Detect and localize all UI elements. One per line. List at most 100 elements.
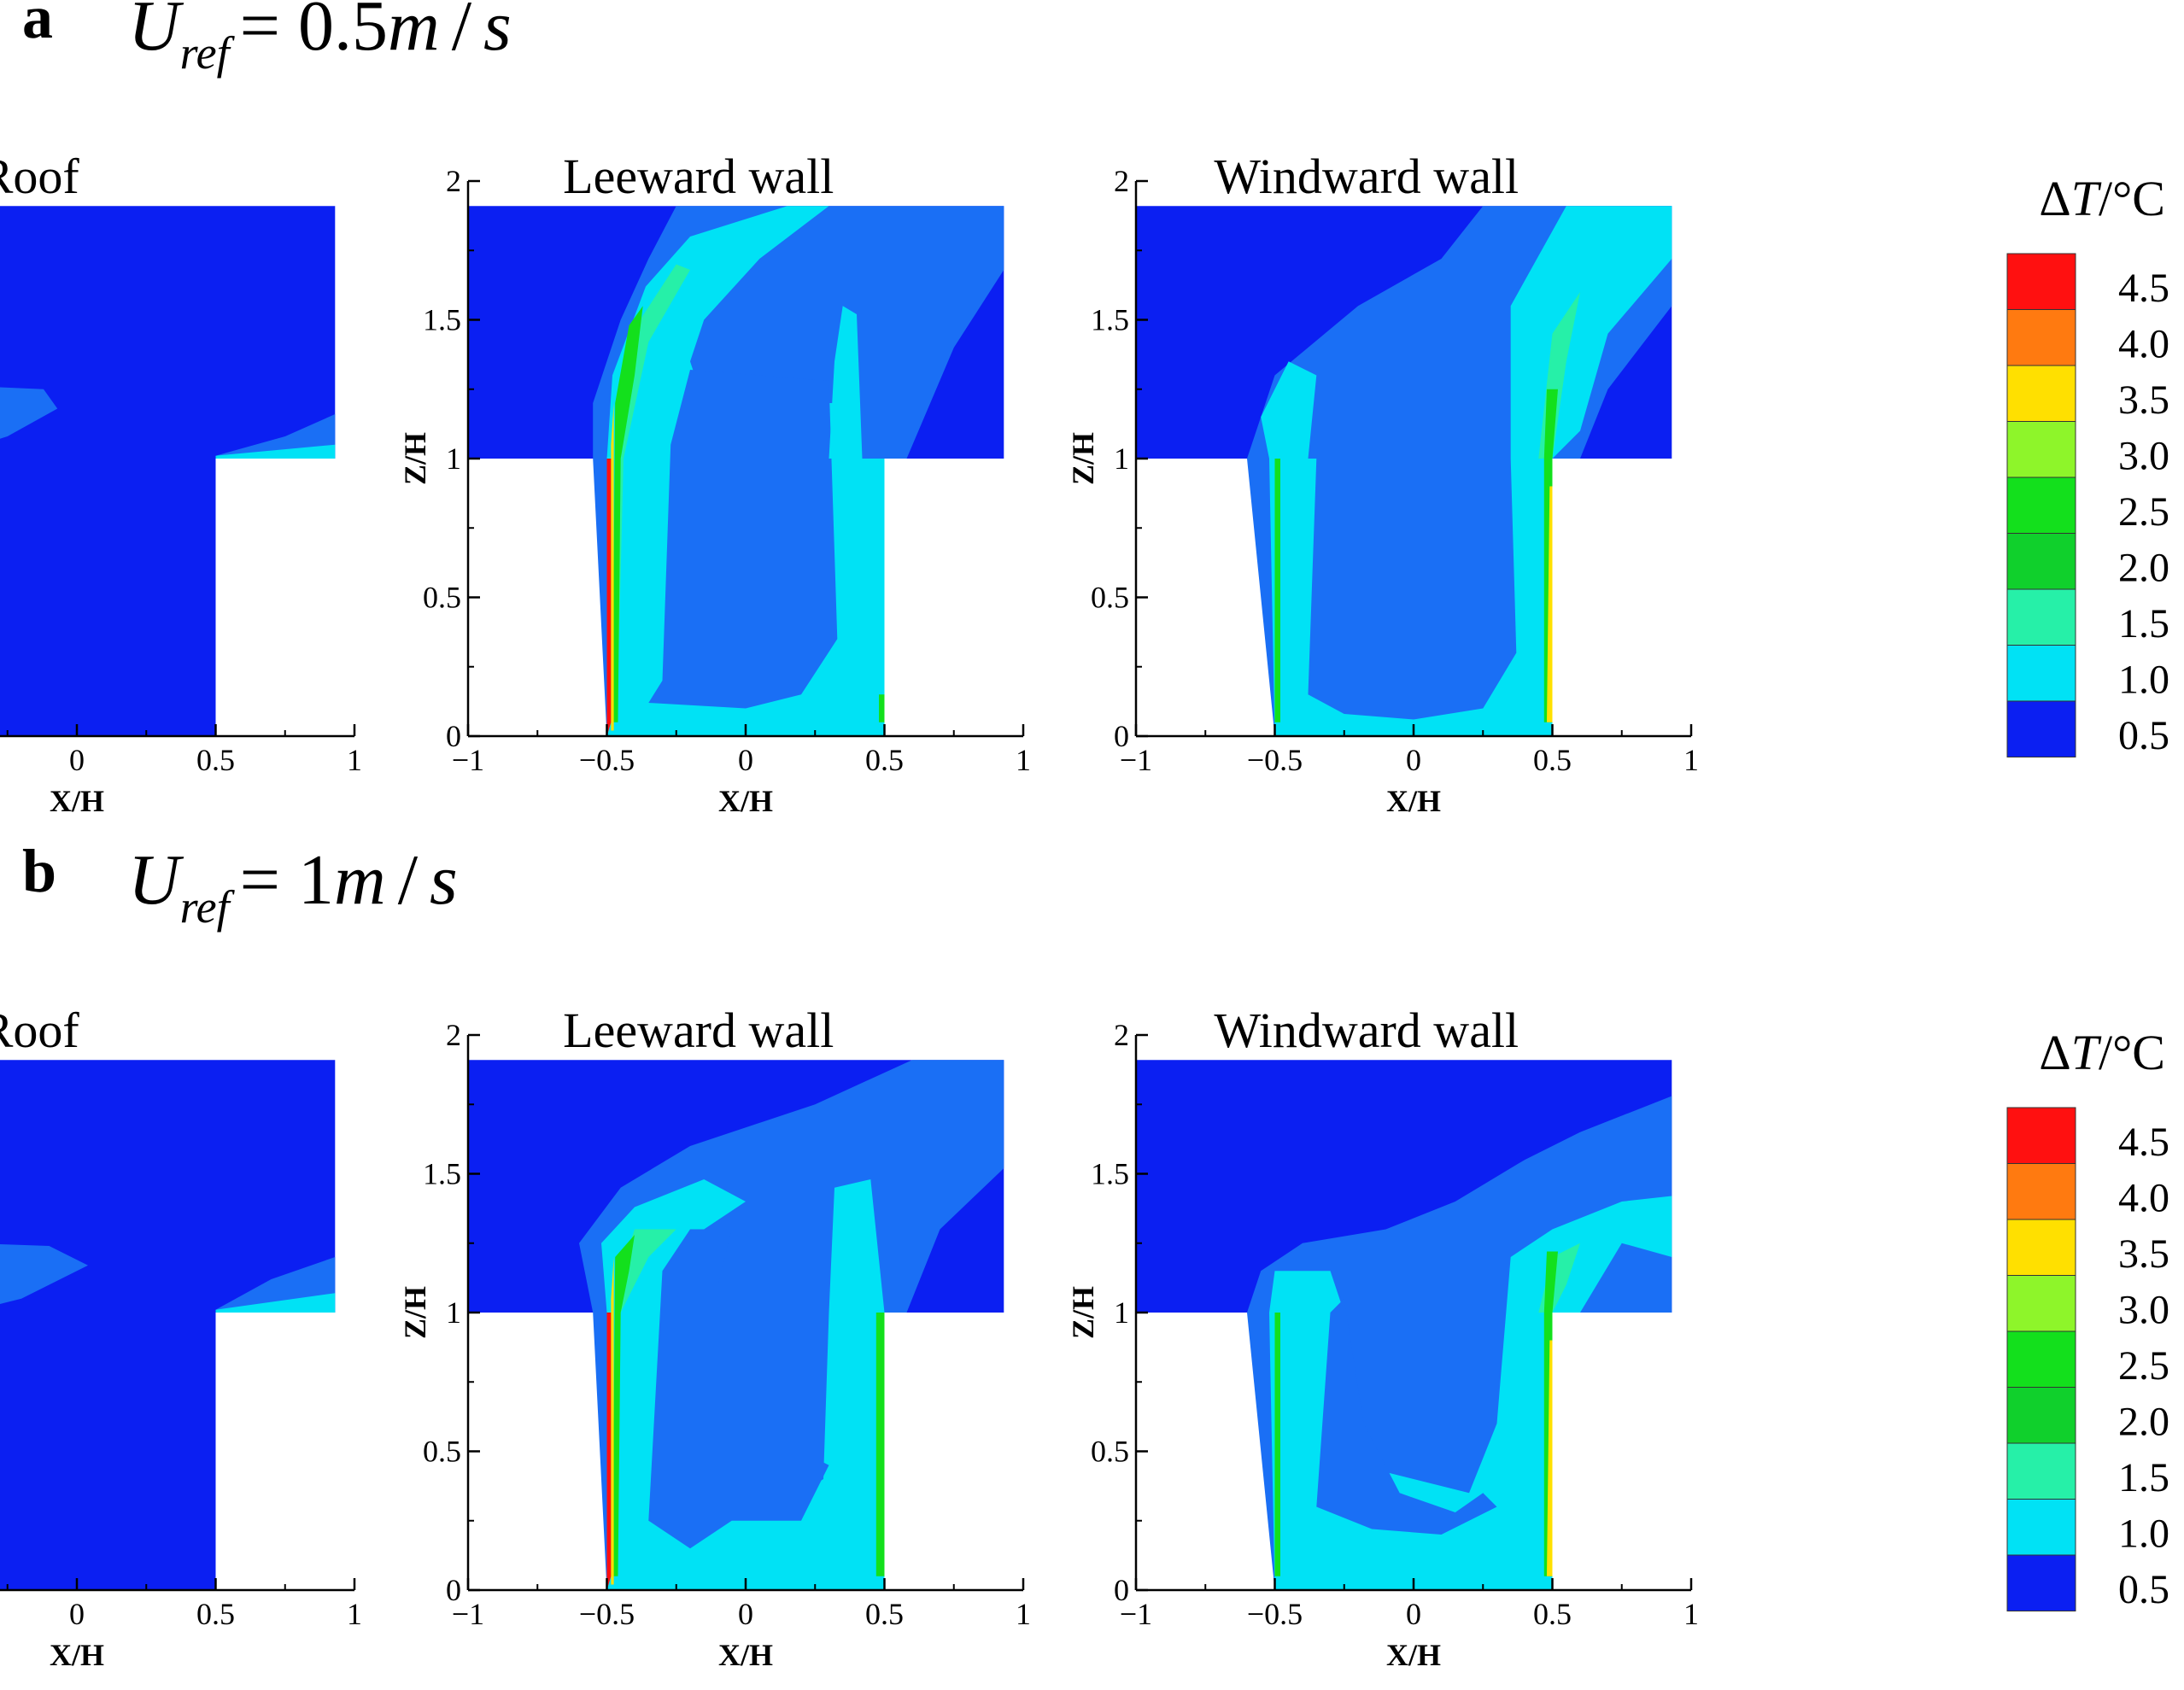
x-axis-label: X/H: [50, 784, 104, 818]
colorbar-label: 0.5: [2118, 713, 2169, 758]
x-tick-label: −0.5: [579, 1597, 635, 1631]
contour-region-yellow: [1547, 486, 1553, 722]
colorbar-band: [2006, 533, 2076, 590]
x-tick-label: 0: [738, 1597, 753, 1631]
colorbar-label: 3.0: [2118, 434, 2169, 479]
contour-region-green: [612, 1235, 635, 1576]
colorbar-band: [2006, 253, 2076, 310]
contour-region-green: [612, 306, 643, 722]
y-tick-label: 1: [1114, 442, 1129, 476]
colorbar-band: [2006, 1387, 2076, 1444]
x-tick-label: 0: [69, 743, 85, 777]
colorbar-label: 1.0: [2118, 1512, 2169, 1557]
y-tick-label: 2: [446, 164, 461, 198]
colorbar-band: [2006, 1442, 2076, 1500]
velocity-formula: Uref = 0.5m / s: [128, 0, 512, 79]
panel-title: Windward wall: [1214, 1003, 1519, 1058]
contour-region-blue2: [1308, 459, 1517, 720]
colorbar-band: [2006, 365, 2076, 422]
panel-title: Leeward wall: [563, 149, 834, 204]
colorbar-label: 3.5: [2118, 377, 2169, 423]
colorbar-title: ΔT/°C: [2039, 171, 2165, 226]
y-tick-label: 1.5: [1091, 303, 1129, 337]
x-tick-label: 0: [738, 743, 753, 777]
x-axis-label: X/H: [1386, 1638, 1441, 1672]
x-tick-label: 1: [347, 743, 362, 777]
contour-region-blue2: [648, 1229, 829, 1549]
y-axis-label: Z/H: [1066, 432, 1100, 485]
colorbar-label: 3.0: [2118, 1288, 2169, 1333]
colorbar-label: 1.5: [2118, 1455, 2169, 1500]
x-tick-label: 0.5: [1533, 743, 1572, 777]
colorbar-label: 2.0: [2118, 1400, 2169, 1445]
x-tick-label: 1: [1016, 743, 1031, 777]
row-heading-a: a Uref = 0.5m / s: [22, 0, 512, 79]
colorbar-title: ΔT/°C: [2039, 1025, 2165, 1080]
y-tick-label: 0: [1114, 1573, 1129, 1607]
colorbar-label: 1.5: [2118, 601, 2169, 646]
x-tick-label: 0: [1406, 743, 1421, 777]
contour-region-yellow: [611, 403, 614, 731]
colorbar-label: 2.5: [2118, 489, 2169, 535]
y-tick-label: 1.5: [423, 303, 461, 337]
contour-region-yellow: [1547, 1340, 1553, 1576]
colorbar-band: [2006, 645, 2076, 702]
y-tick-label: 0: [446, 719, 461, 753]
y-tick-label: 0.5: [423, 581, 461, 615]
contour-region-blue2: [0, 387, 58, 439]
y-tick-label: 1: [446, 1295, 461, 1330]
contour-region-blue2: [648, 370, 838, 709]
x-axis-label: X/H: [718, 784, 773, 818]
panel-letter: a: [22, 0, 53, 51]
panel-title: Roof: [0, 1003, 79, 1058]
x-tick-label: 0.5: [196, 743, 235, 777]
x-tick-label: −0.5: [1247, 743, 1303, 777]
x-tick-label: −1: [1120, 743, 1152, 777]
colorbar-band: [2006, 700, 2076, 757]
x-tick-label: −0.5: [579, 743, 635, 777]
contour-region-green: [1543, 1251, 1558, 1313]
contour-region-yellow: [611, 1257, 614, 1585]
contour-region-green: [879, 694, 885, 722]
colorbar-label: 4.5: [2118, 1120, 2169, 1165]
y-tick-label: 1: [1114, 1295, 1129, 1330]
x-tick-label: 0.5: [865, 1597, 904, 1631]
colorbar-band: [2006, 1107, 2076, 1164]
colorbar-label: 2.5: [2118, 1343, 2169, 1389]
colorbar-label: 4.0: [2118, 1176, 2169, 1221]
colorbar-band: [2006, 588, 2076, 646]
x-tick-label: 0.5: [865, 743, 904, 777]
colorbar-band: [2006, 421, 2076, 478]
x-tick-label: 1: [1683, 743, 1699, 777]
colorbar-band: [2006, 1219, 2076, 1276]
y-axis-label: Z/H: [398, 1286, 432, 1339]
field-background: [0, 1060, 336, 1590]
colorbar-label: 1.0: [2118, 658, 2169, 703]
x-tick-label: 0.5: [1533, 1597, 1572, 1631]
colorbar-label: 4.5: [2118, 266, 2169, 311]
colorbar-a: ΔT/°C 4.5 4.0 3.5 3.0 2.5 2.0 1.5 1.0 0.5: [2006, 171, 2169, 758]
panel-a-leeward: Leeward wall −1 −0.5 0 0.5 1 0 0.5 1 1.5 2 X/H Z/H: [398, 149, 1031, 818]
y-tick-label: 1.5: [423, 1157, 461, 1191]
contour-region-green: [875, 1313, 885, 1576]
colorbar-band: [2006, 1275, 2076, 1332]
panel-letter: b: [22, 837, 56, 905]
row-heading-b: b Uref = 1m / s: [22, 837, 458, 933]
field-background: [0, 206, 336, 736]
x-axis-label: X/H: [718, 1638, 773, 1672]
panel-title: Roof: [0, 149, 79, 204]
x-tick-label: −0.5: [1247, 1597, 1303, 1631]
y-tick-label: 2: [1114, 1018, 1129, 1052]
contour-region-cyan: [215, 1293, 336, 1313]
y-tick-label: 0: [446, 1573, 461, 1607]
contour-region-blue2: [0, 1244, 88, 1304]
colorbar-band: [2006, 1499, 2076, 1556]
contour-region-cyan: [829, 306, 863, 459]
y-tick-label: 1.5: [1091, 1157, 1129, 1191]
contour-region-cyan: [215, 444, 336, 459]
contour-region-green: [1543, 389, 1558, 459]
panel-title: Leeward wall: [563, 1003, 834, 1058]
